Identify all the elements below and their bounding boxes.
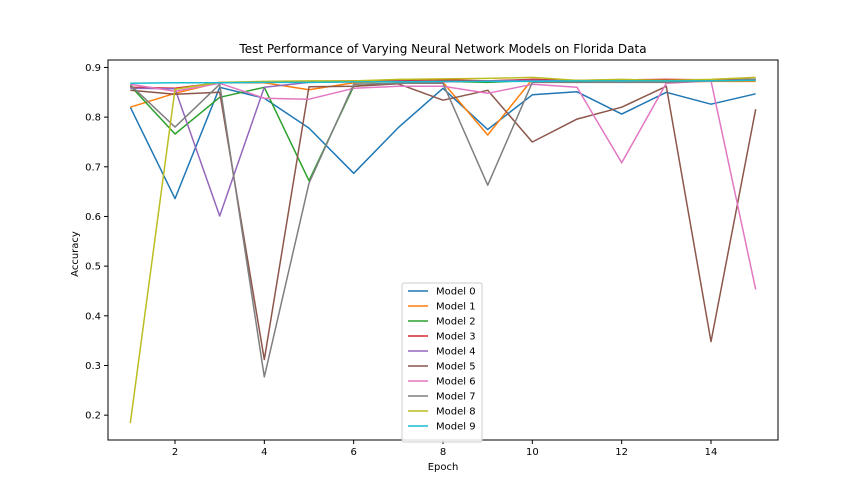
legend-label-model-8: Model 8	[436, 407, 476, 418]
legend-label-model-6: Model 6	[436, 377, 476, 388]
legend-label-model-9: Model 9	[436, 422, 476, 433]
y-tick-label: 0.2	[85, 411, 101, 422]
y-tick-label: 0.5	[85, 262, 101, 273]
x-tick-label: 2	[172, 447, 178, 458]
legend-label-model-7: Model 7	[436, 392, 476, 403]
legend: Model 0 Model 1 Model 2 Model 3 Model 4 Model…	[402, 283, 482, 442]
y-axis-title: Accuracy	[70, 231, 81, 277]
x-axis-title: Epoch	[428, 462, 459, 473]
legend-label-model-2: Model 2	[436, 317, 476, 328]
legend-label-model-4: Model 4	[436, 347, 476, 358]
y-tick-label: 0.3	[85, 361, 101, 372]
x-tick-label: 8	[440, 447, 446, 458]
x-tick-label: 10	[526, 447, 539, 458]
chart-title: Test Performance of Varying Neural Netwo…	[238, 42, 646, 56]
y-tick-label: 0.8	[85, 113, 101, 124]
x-tick-label: 6	[350, 447, 356, 458]
legend-label-model-0: Model 0	[436, 287, 476, 298]
y-tick-label: 0.7	[85, 162, 101, 173]
legend-label-model-3: Model 3	[436, 332, 476, 343]
x-tick-label: 4	[261, 447, 267, 458]
legend-label-model-1: Model 1	[436, 302, 476, 313]
legend-label-model-5: Model 5	[436, 362, 476, 373]
x-tick-label: 14	[705, 447, 718, 458]
y-tick-label: 0.6	[85, 212, 101, 223]
y-tick-label: 0.4	[85, 311, 101, 322]
x-tick-label: 12	[615, 447, 628, 458]
y-tick-label: 0.9	[85, 63, 101, 74]
